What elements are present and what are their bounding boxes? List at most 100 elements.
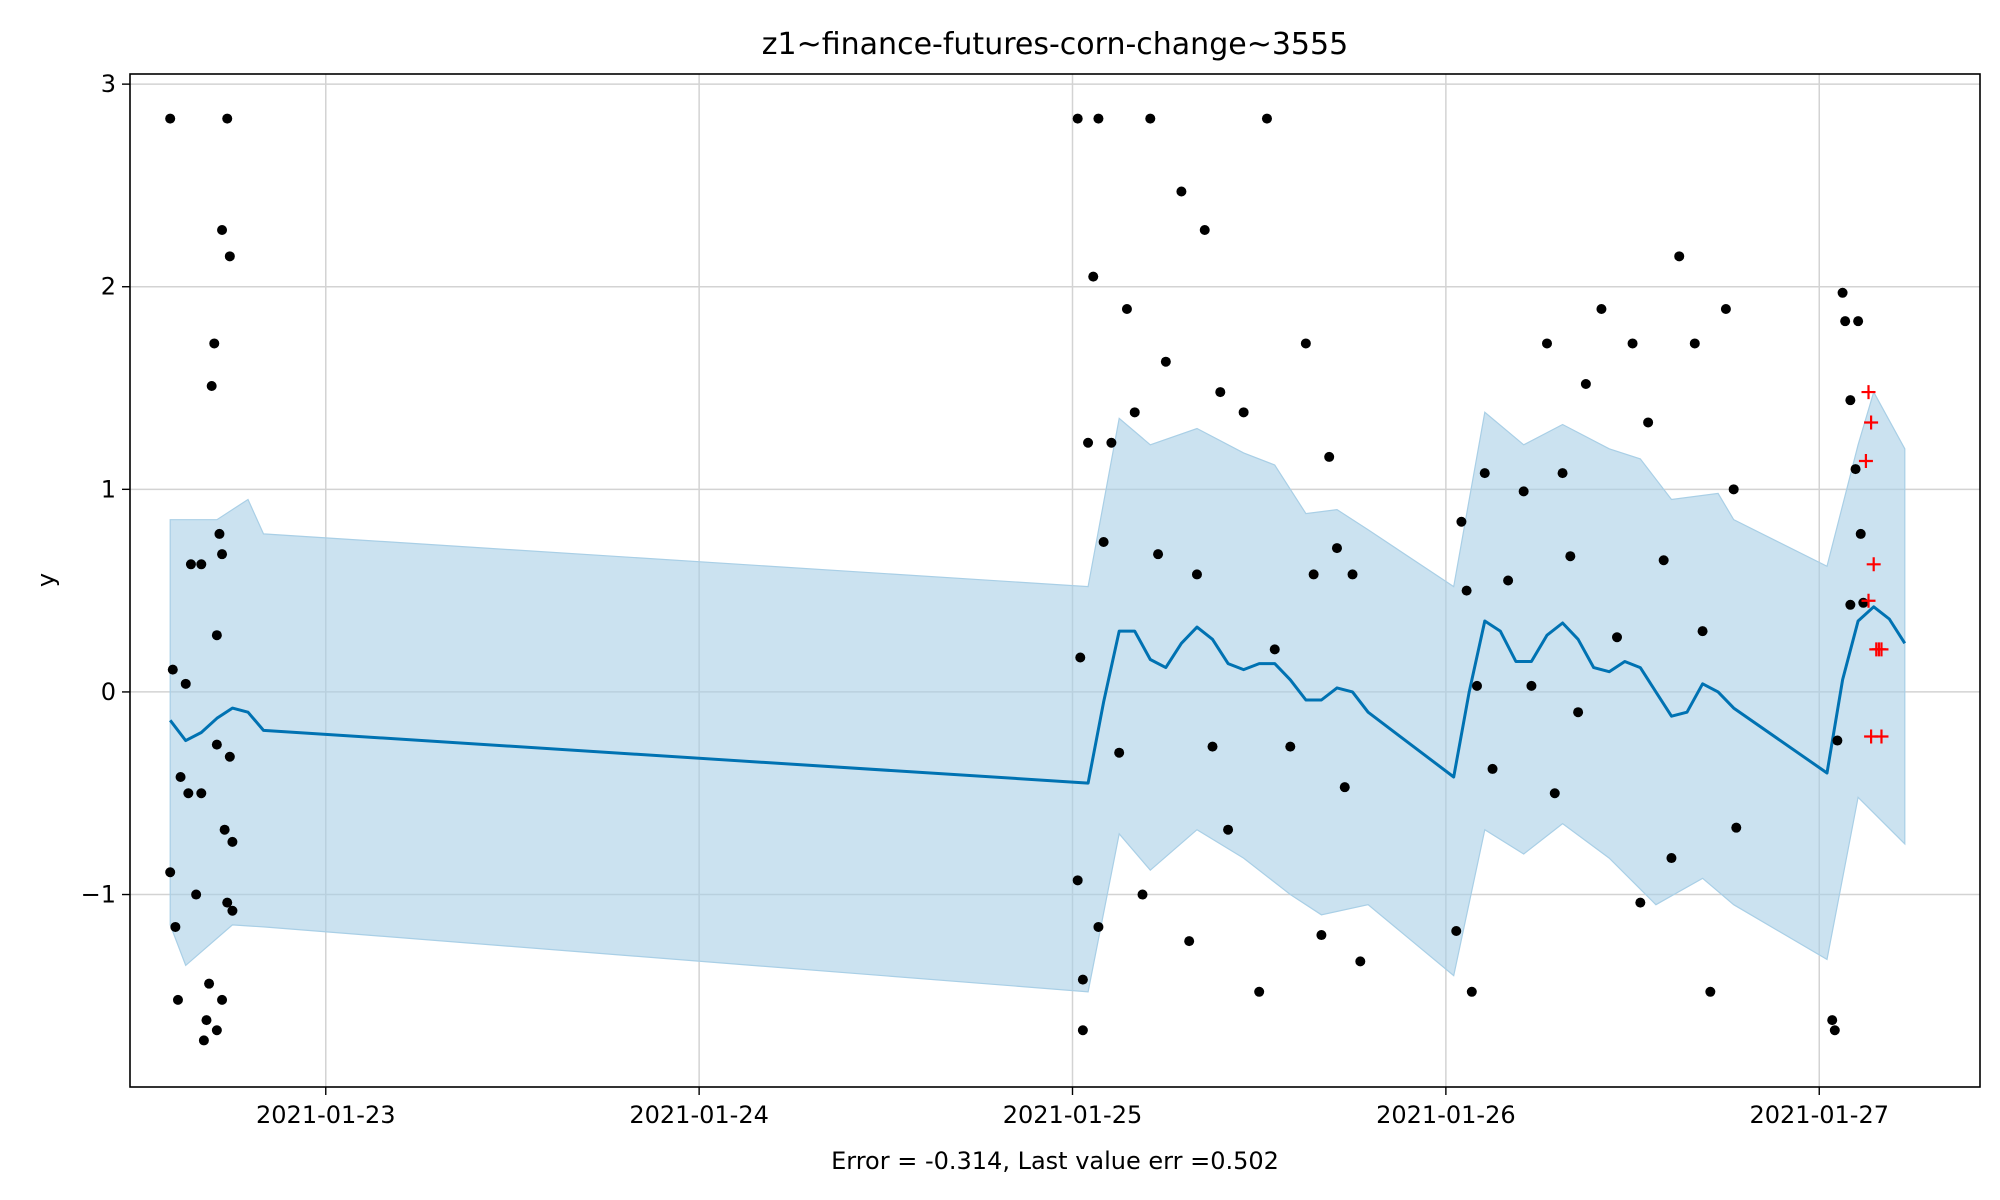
- observed-point: [1549, 788, 1560, 799]
- x-tick-label: 2021-01-26: [1376, 1101, 1515, 1129]
- observed-point: [214, 528, 225, 539]
- observed-point: [1612, 632, 1623, 643]
- observed-point: [209, 338, 220, 349]
- observed-point: [1627, 338, 1638, 349]
- observed-point: [1456, 516, 1467, 527]
- observed-point: [1106, 437, 1117, 448]
- observed-point: [1075, 652, 1086, 663]
- observed-point: [1072, 113, 1083, 124]
- observed-point: [180, 678, 191, 689]
- observed-point: [1331, 543, 1342, 554]
- observed-point: [1451, 925, 1462, 936]
- observed-point: [201, 1015, 212, 1026]
- observed-point: [1088, 271, 1099, 282]
- future-points-layer: [1858, 385, 1889, 744]
- observed-point: [1077, 1025, 1088, 1036]
- observed-point: [172, 994, 183, 1005]
- future-point: [1861, 593, 1876, 608]
- x-axis: 2021-01-23 2021-01-24 2021-01-25 2021-01-26…: [256, 1087, 1889, 1129]
- uncertainty-interval-layer: [169, 390, 1906, 993]
- y-tick-label: 0: [101, 678, 116, 706]
- observed-point: [1145, 113, 1156, 124]
- observed-point: [183, 788, 194, 799]
- observed-point: [1596, 304, 1607, 315]
- observed-point: [1077, 974, 1088, 985]
- observed-point: [1827, 1015, 1838, 1026]
- y-tick-label: 1: [101, 475, 116, 503]
- observed-point: [1845, 395, 1856, 406]
- observed-point: [167, 664, 178, 675]
- future-point: [1874, 642, 1889, 657]
- observed-point: [1503, 575, 1514, 586]
- observed-point: [1308, 569, 1319, 580]
- observed-point: [191, 889, 202, 900]
- observed-point: [1461, 585, 1472, 596]
- observed-point: [1184, 936, 1195, 947]
- forecast-line-layer: [169, 605, 1907, 785]
- observed-point: [175, 772, 186, 783]
- x-tick-label: 2021-01-27: [1750, 1101, 1889, 1129]
- observed-point: [1347, 569, 1358, 580]
- observed-point: [1215, 387, 1226, 398]
- observed-point: [1093, 113, 1104, 124]
- observed-point: [224, 251, 235, 262]
- y-tick-label: −1: [81, 881, 116, 909]
- observed-point: [1541, 338, 1552, 349]
- observed-point: [1114, 747, 1125, 758]
- observed-point: [1853, 316, 1864, 327]
- observed-point: [1129, 407, 1140, 418]
- observed-point: [1160, 356, 1171, 367]
- observed-point: [1199, 225, 1210, 236]
- uncertainty-interval: [169, 390, 1906, 993]
- plot-area-frame: [129, 73, 1981, 1088]
- chart-title: z1~finance-futures-corn-change~3555: [762, 27, 1348, 62]
- observed-point: [222, 897, 233, 908]
- observed-point: [1557, 468, 1568, 479]
- observed-point: [1697, 626, 1708, 637]
- observed-point: [185, 559, 196, 570]
- observed-point: [198, 1035, 209, 1046]
- observed-points-layer: [165, 113, 1869, 1046]
- observed-point: [1728, 484, 1739, 495]
- observed-point: [1518, 486, 1529, 497]
- forecast-line: [169, 605, 1907, 785]
- observed-point: [1643, 417, 1654, 428]
- observed-point: [1858, 597, 1869, 608]
- observed-point: [1207, 741, 1218, 752]
- observed-point: [1093, 921, 1104, 932]
- observed-point: [1565, 551, 1576, 562]
- observed-point: [1466, 986, 1477, 997]
- observed-point: [1176, 186, 1187, 197]
- x-axis-label: Error = -0.314, Last value err =0.502: [831, 1147, 1279, 1175]
- observed-point: [219, 824, 230, 835]
- observed-point: [206, 381, 217, 392]
- x-tick-label: 2021-01-23: [256, 1101, 395, 1129]
- future-point: [1874, 729, 1889, 744]
- observed-point: [1072, 875, 1083, 886]
- observed-point: [227, 905, 238, 916]
- observed-point: [204, 978, 215, 989]
- observed-point: [222, 113, 233, 124]
- observed-point: [1689, 338, 1700, 349]
- observed-point: [1238, 407, 1249, 418]
- observed-point: [1300, 338, 1311, 349]
- observed-point: [1137, 889, 1148, 900]
- observed-point: [211, 630, 222, 641]
- observed-point: [1098, 537, 1109, 548]
- observed-point: [1487, 763, 1498, 774]
- observed-point: [1720, 304, 1731, 315]
- observed-point: [217, 549, 228, 560]
- observed-point: [1316, 930, 1327, 941]
- observed-point: [224, 751, 235, 762]
- future-point: [1864, 415, 1879, 430]
- observed-point: [1731, 822, 1742, 833]
- observed-point: [1658, 555, 1669, 566]
- observed-point: [1850, 464, 1861, 475]
- y-tick-label: 3: [101, 70, 116, 98]
- observed-point: [1845, 599, 1856, 610]
- future-point: [1866, 557, 1881, 572]
- observed-point: [1339, 782, 1350, 793]
- observed-point: [1285, 741, 1296, 752]
- observed-point: [196, 559, 207, 570]
